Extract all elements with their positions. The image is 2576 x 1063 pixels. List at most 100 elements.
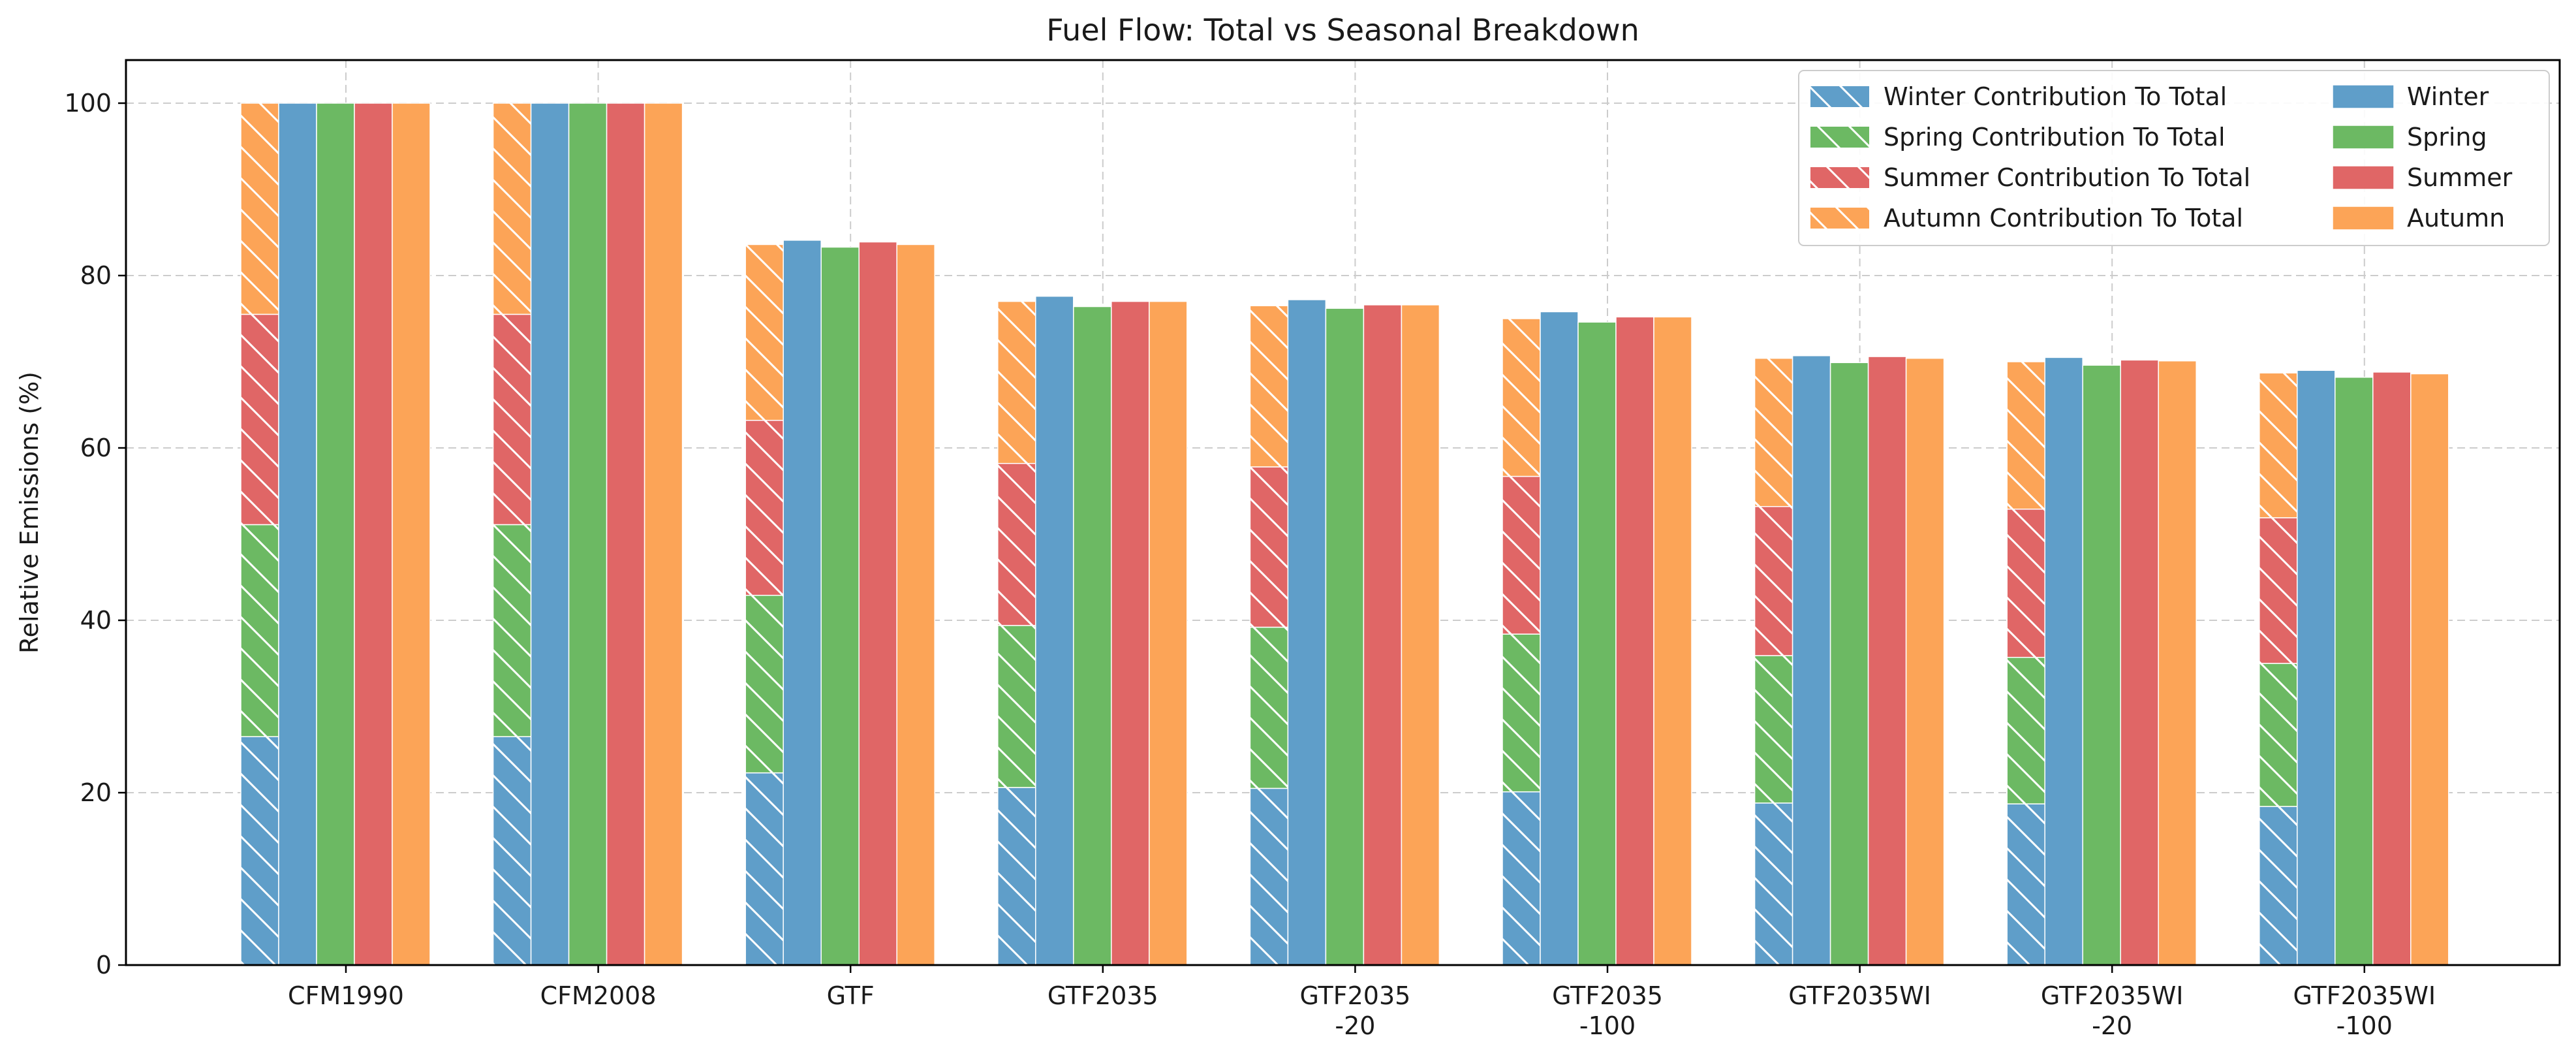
- y-tick-label: 0: [96, 951, 112, 979]
- seasonal-bar: [1149, 300, 1188, 966]
- stacked-bar-segment: [1502, 633, 1541, 793]
- stacked-bar-segment: [1754, 655, 1793, 804]
- seasonal-bar: [1073, 306, 1112, 966]
- stacked-bar-segment: [997, 300, 1036, 464]
- seasonal-bar: [1111, 300, 1150, 966]
- stacked-bar-segment: [1249, 305, 1289, 468]
- x-tick-label: GTF: [827, 981, 875, 1010]
- stacked-bar-segment: [240, 313, 279, 526]
- svg-text:Winter: Winter: [2407, 82, 2489, 111]
- seasonal-bar: [278, 103, 317, 966]
- y-tick-label: 20: [80, 778, 112, 807]
- svg-text:Spring Contribution To Total: Spring Contribution To Total: [1884, 123, 2226, 151]
- legend-box: [1798, 70, 2550, 246]
- seasonal-bar: [316, 103, 355, 966]
- stacked-bar-segment: [2259, 663, 2298, 807]
- seasonal-bar: [858, 241, 897, 966]
- seasonal-bar: [606, 103, 645, 966]
- legend-entry: Spring: [2333, 123, 2487, 151]
- seasonal-bar: [354, 103, 393, 966]
- stacked-bar-segment: [997, 625, 1036, 788]
- seasonal-bar: [1401, 304, 1440, 966]
- stacked-bar-segment: [2259, 806, 2298, 966]
- y-axis-title: Relative Emissions (%): [15, 372, 44, 654]
- x-tick-label: GTF2035: [1047, 981, 1158, 1010]
- stacked-bar-segment: [2006, 803, 2045, 966]
- seasonal-bar: [1867, 356, 1907, 966]
- legend-entry: Autumn: [2333, 204, 2505, 232]
- stacked-bar-segment: [492, 313, 532, 526]
- seasonal-bar: [820, 246, 860, 966]
- stacked-bar-segment: [2006, 508, 2045, 658]
- seasonal-bar: [896, 244, 935, 966]
- legend-entry: Autumn Contribution To Total: [1810, 204, 2243, 232]
- y-tick-label: 100: [64, 89, 112, 118]
- stacked-bar-segment: [997, 463, 1036, 626]
- stacked-bar-segment: [1502, 318, 1541, 477]
- stacked-bar-segment: [1754, 802, 1793, 966]
- stacked-bar-segment: [1249, 787, 1289, 966]
- stacked-bar-segment: [492, 736, 532, 966]
- svg-text:Autumn Contribution To Total: Autumn Contribution To Total: [1884, 204, 2243, 232]
- x-tick-label: GTF2035 -100: [1552, 981, 1663, 1040]
- svg-text:Winter Contribution To Total: Winter Contribution To Total: [1884, 82, 2227, 111]
- y-tick-label: 40: [80, 606, 112, 635]
- seasonal-bar: [2120, 359, 2159, 966]
- stacked-bar-segment: [1249, 466, 1289, 628]
- seasonal-bar: [1615, 316, 1654, 966]
- svg-text:Summer: Summer: [2407, 163, 2513, 192]
- stacked-bar-segment: [1754, 506, 1793, 656]
- seasonal-bar: [644, 103, 683, 966]
- svg-text:Autumn: Autumn: [2407, 204, 2505, 232]
- seasonal-bar: [1325, 308, 1365, 966]
- chart-title: Fuel Flow: Total vs Seasonal Breakdown: [1046, 12, 1639, 48]
- seasonal-bar: [392, 103, 431, 966]
- seasonal-bar: [1577, 321, 1617, 966]
- svg-text:Spring: Spring: [2407, 123, 2487, 151]
- stacked-bar-segment: [745, 420, 784, 596]
- seasonal-bar: [1540, 311, 1579, 966]
- x-axis: CFM1990 CFM2008 GTF GTF2035 GTF2035 -20 GTF203…: [288, 965, 2436, 1040]
- stacked-bar-segment: [492, 103, 532, 315]
- stacked-bar-segment: [2006, 657, 2045, 804]
- legend-entry: Summer Contribution To Total: [1810, 163, 2250, 192]
- legend-entry: Summer: [2333, 163, 2513, 192]
- seasonal-bar: [2082, 364, 2121, 966]
- stacked-bar-segment: [745, 244, 784, 421]
- seasonal-bar: [1905, 357, 1945, 966]
- stacked-bar-segment: [997, 787, 1036, 966]
- seasonal-bar: [2372, 372, 2412, 966]
- stacked-bar-segment: [2006, 361, 2045, 510]
- bars-layer: [240, 103, 2449, 966]
- seasonal-bar: [1792, 355, 1831, 966]
- legend-entry: Winter Contribution To Total: [1810, 82, 2227, 111]
- seasonal-bar: [783, 240, 822, 966]
- legend: Winter Contribution To Total Spring Contr…: [1798, 70, 2550, 246]
- seasonal-bar: [1035, 295, 1074, 966]
- x-tick-label: GTF2035WI: [1788, 981, 1931, 1010]
- plot-frame: [125, 59, 2561, 966]
- seasonal-bar: [2410, 373, 2449, 966]
- legend-entry: Winter: [2333, 82, 2489, 111]
- stacked-bar-segment: [2259, 517, 2298, 664]
- stacked-bar-segment: [745, 772, 784, 966]
- seasonal-bar: [2158, 360, 2197, 966]
- seasonal-bar: [1829, 362, 1869, 966]
- seasonal-bar: [1363, 304, 1403, 966]
- x-tick-label: GTF2035WI -20: [2041, 981, 2184, 1040]
- stacked-bar-segment: [240, 103, 279, 315]
- seasonal-bar: [1653, 316, 1692, 966]
- stacked-bar-segment: [1502, 791, 1541, 966]
- stacked-bar-segment: [492, 524, 532, 737]
- stacked-bar-segment: [1249, 626, 1289, 789]
- y-tick-label: 80: [80, 261, 112, 290]
- y-tick-label: 60: [80, 434, 112, 462]
- x-tick-label: CFM2008: [540, 981, 657, 1010]
- stacked-bar-segment: [240, 524, 279, 737]
- stacked-bar-segment: [1502, 475, 1541, 635]
- seasonal-bar: [568, 103, 608, 966]
- seasonal-bar: [2297, 370, 2336, 966]
- seasonal-bar: [2044, 357, 2083, 966]
- x-tick-label: GTF2035WI -100: [2293, 981, 2436, 1040]
